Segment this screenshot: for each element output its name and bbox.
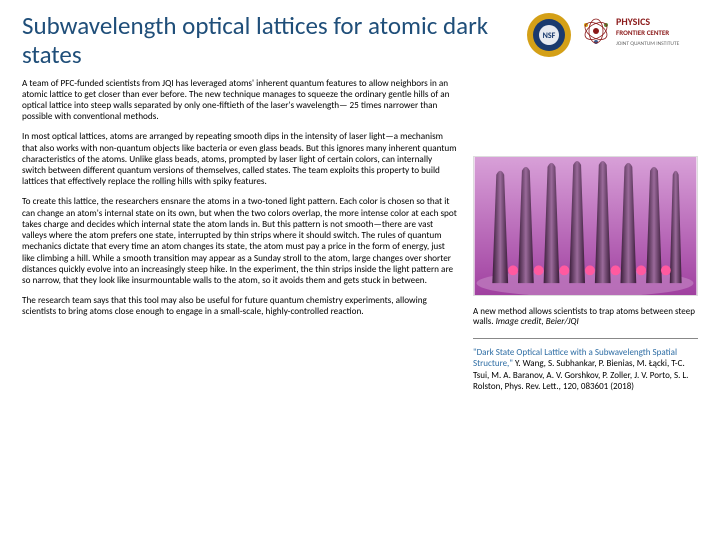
citation-block: "Dark State Optical Lattice with a Subwa… <box>473 347 698 392</box>
nsf-logo: NSF <box>526 12 572 58</box>
figure-caption: A new method allows scientists to trap a… <box>473 307 698 329</box>
page-title: Subwavelength optical lattices for atomi… <box>22 12 516 70</box>
lattice-figure <box>473 156 698 296</box>
svg-text:JOINT QUANTUM INSTITUTE: JOINT QUANTUM INSTITUTE <box>616 41 680 47</box>
caption-credit: Image credit, Beier/JQI <box>496 316 579 327</box>
svg-text:FRONTIER CENTER: FRONTIER CENTER <box>616 28 669 37</box>
pfc-logo: PHYSICS FRONTIER CENTER JOINT QUANTUM IN… <box>578 13 698 57</box>
paragraph-3: To create this lattice, the researchers … <box>22 196 457 286</box>
paragraph-2: In most optical lattices, atoms are arra… <box>22 131 457 187</box>
nsf-text: NSF <box>543 31 556 41</box>
logo-group: NSF PHYSICS FRONTIER CENTER JOINT QUANTU… <box>526 12 698 58</box>
paragraph-4: The research team says that this tool ma… <box>22 295 457 317</box>
paragraph-1: A team of PFC-funded scientists from JQI… <box>22 78 457 123</box>
svg-text:PHYSICS: PHYSICS <box>616 15 650 28</box>
divider <box>473 338 698 339</box>
figure-column: A new method allows scientists to trap a… <box>473 78 698 393</box>
main-text-column: A team of PFC-funded scientists from JQI… <box>22 78 457 393</box>
